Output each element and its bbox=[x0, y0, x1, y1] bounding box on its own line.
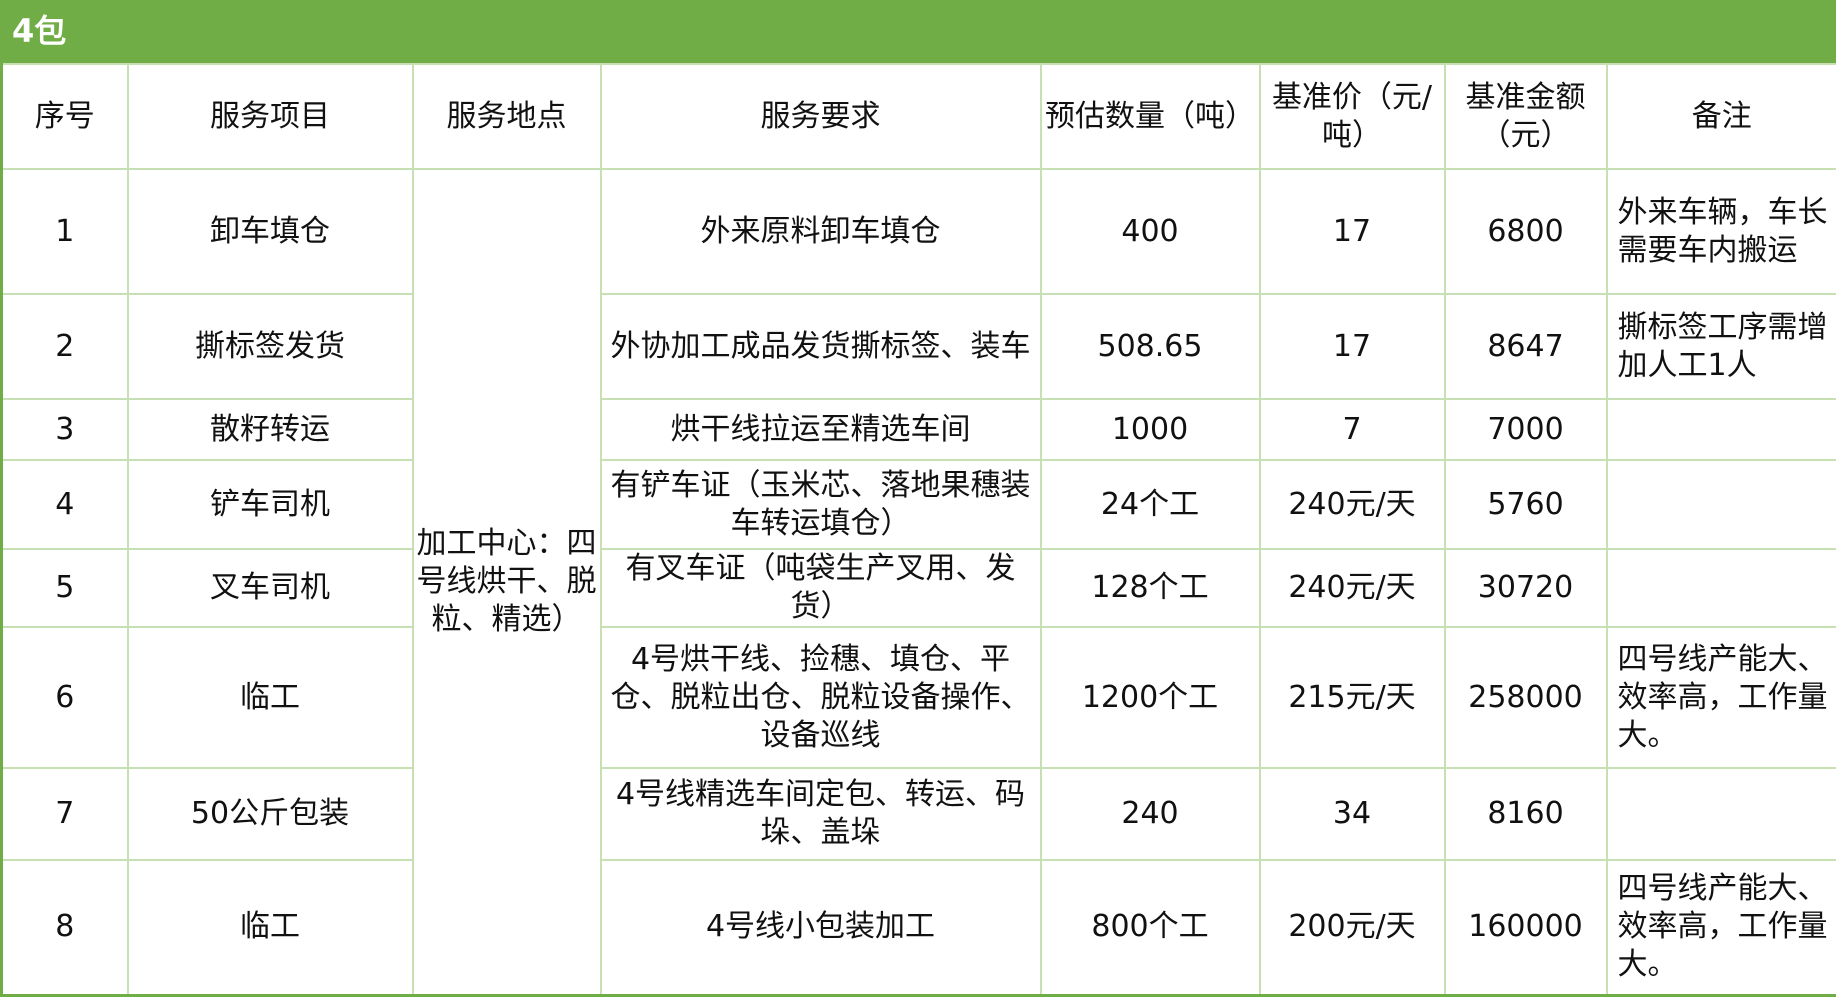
amount-cell[interactable]: 5760 bbox=[1445, 460, 1607, 549]
item-cell[interactable]: 散籽转运 bbox=[128, 399, 413, 460]
header-row: 序号 服务项目 服务地点 服务要求 预估数量（吨） 基准价（元/吨） 基准金额（… bbox=[2, 64, 1836, 169]
header-cell[interactable]: 基准金额（元） bbox=[1445, 64, 1607, 169]
header-cell[interactable]: 序号 bbox=[2, 64, 128, 169]
price-cell[interactable]: 215元/天 bbox=[1260, 627, 1445, 768]
note-cell[interactable] bbox=[1607, 460, 1836, 549]
note-cell[interactable]: 撕标签工序需增加人工1人 bbox=[1607, 294, 1836, 399]
note-cell[interactable]: 四号线产能大、效率高，工作量大。 bbox=[1607, 627, 1836, 768]
sheet-title: 4包 bbox=[0, 0, 1836, 63]
header-cell[interactable]: 服务项目 bbox=[128, 64, 413, 169]
amount-cell[interactable]: 8647 bbox=[1445, 294, 1607, 399]
price-cell[interactable]: 200元/天 bbox=[1260, 860, 1445, 995]
serial-cell[interactable]: 1 bbox=[2, 169, 128, 294]
price-cell[interactable]: 17 bbox=[1260, 169, 1445, 294]
header-cell[interactable]: 预估数量（吨） bbox=[1041, 64, 1260, 169]
item-cell[interactable]: 卸车填仓 bbox=[128, 169, 413, 294]
note-cell[interactable]: 四号线产能大、效率高，工作量大。 bbox=[1607, 860, 1836, 995]
note-cell[interactable] bbox=[1607, 768, 1836, 860]
quantity-cell[interactable]: 800个工 bbox=[1041, 860, 1260, 995]
note-cell[interactable] bbox=[1607, 549, 1836, 627]
requirement-cell[interactable]: 4号烘干线、捡穗、填仓、平仓、脱粒出仓、脱粒设备操作、设备巡线 bbox=[601, 627, 1041, 768]
quantity-cell[interactable]: 24个工 bbox=[1041, 460, 1260, 549]
serial-cell[interactable]: 6 bbox=[2, 627, 128, 768]
amount-cell[interactable]: 30720 bbox=[1445, 549, 1607, 627]
item-cell[interactable]: 临工 bbox=[128, 627, 413, 768]
price-cell[interactable]: 17 bbox=[1260, 294, 1445, 399]
amount-cell[interactable]: 6800 bbox=[1445, 169, 1607, 294]
requirement-cell[interactable]: 4号线精选车间定包、转运、码垛、盖垛 bbox=[601, 768, 1041, 860]
requirement-cell[interactable]: 有铲车证（玉米芯、落地果穗装车转运填仓） bbox=[601, 460, 1041, 549]
amount-cell[interactable]: 160000 bbox=[1445, 860, 1607, 995]
serial-cell[interactable]: 8 bbox=[2, 860, 128, 995]
requirement-cell[interactable]: 烘干线拉运至精选车间 bbox=[601, 399, 1041, 460]
serial-cell[interactable]: 2 bbox=[2, 294, 128, 399]
note-cell[interactable] bbox=[1607, 399, 1836, 460]
item-cell[interactable]: 铲车司机 bbox=[128, 460, 413, 549]
price-cell[interactable]: 240元/天 bbox=[1260, 549, 1445, 627]
item-cell[interactable]: 叉车司机 bbox=[128, 549, 413, 627]
quantity-cell[interactable]: 1200个工 bbox=[1041, 627, 1260, 768]
item-cell[interactable]: 临工 bbox=[128, 860, 413, 995]
header-cell[interactable]: 服务要求 bbox=[601, 64, 1041, 169]
price-cell[interactable]: 34 bbox=[1260, 768, 1445, 860]
header-cell[interactable]: 备注 bbox=[1607, 64, 1836, 169]
requirement-cell[interactable]: 外协加工成品发货撕标签、装车 bbox=[601, 294, 1041, 399]
quantity-cell[interactable]: 240 bbox=[1041, 768, 1260, 860]
quantity-cell[interactable]: 128个工 bbox=[1041, 549, 1260, 627]
amount-cell[interactable]: 8160 bbox=[1445, 768, 1607, 860]
service-table: 序号 服务项目 服务地点 服务要求 预估数量（吨） 基准价（元/吨） 基准金额（… bbox=[0, 63, 1836, 997]
price-cell[interactable]: 7 bbox=[1260, 399, 1445, 460]
serial-cell[interactable]: 7 bbox=[2, 768, 128, 860]
serial-cell[interactable]: 5 bbox=[2, 549, 128, 627]
item-cell[interactable]: 撕标签发货 bbox=[128, 294, 413, 399]
header-cell[interactable]: 服务地点 bbox=[413, 64, 601, 169]
header-cell[interactable]: 基准价（元/吨） bbox=[1260, 64, 1445, 169]
item-cell[interactable]: 50公斤包装 bbox=[128, 768, 413, 860]
serial-cell[interactable]: 4 bbox=[2, 460, 128, 549]
amount-cell[interactable]: 7000 bbox=[1445, 399, 1607, 460]
price-cell[interactable]: 240元/天 bbox=[1260, 460, 1445, 549]
serial-cell[interactable]: 3 bbox=[2, 399, 128, 460]
location-cell[interactable]: 加工中心：四号线烘干、脱粒、精选） bbox=[413, 169, 601, 995]
requirement-cell[interactable]: 外来原料卸车填仓 bbox=[601, 169, 1041, 294]
quantity-cell[interactable]: 508.65 bbox=[1041, 294, 1260, 399]
requirement-cell[interactable]: 有叉车证（吨袋生产叉用、发货） bbox=[601, 549, 1041, 627]
note-cell[interactable]: 外来车辆，车长需要车内搬运 bbox=[1607, 169, 1836, 294]
quantity-cell[interactable]: 400 bbox=[1041, 169, 1260, 294]
amount-cell[interactable]: 258000 bbox=[1445, 627, 1607, 768]
requirement-cell[interactable]: 4号线小包装加工 bbox=[601, 860, 1041, 995]
quantity-cell[interactable]: 1000 bbox=[1041, 399, 1260, 460]
